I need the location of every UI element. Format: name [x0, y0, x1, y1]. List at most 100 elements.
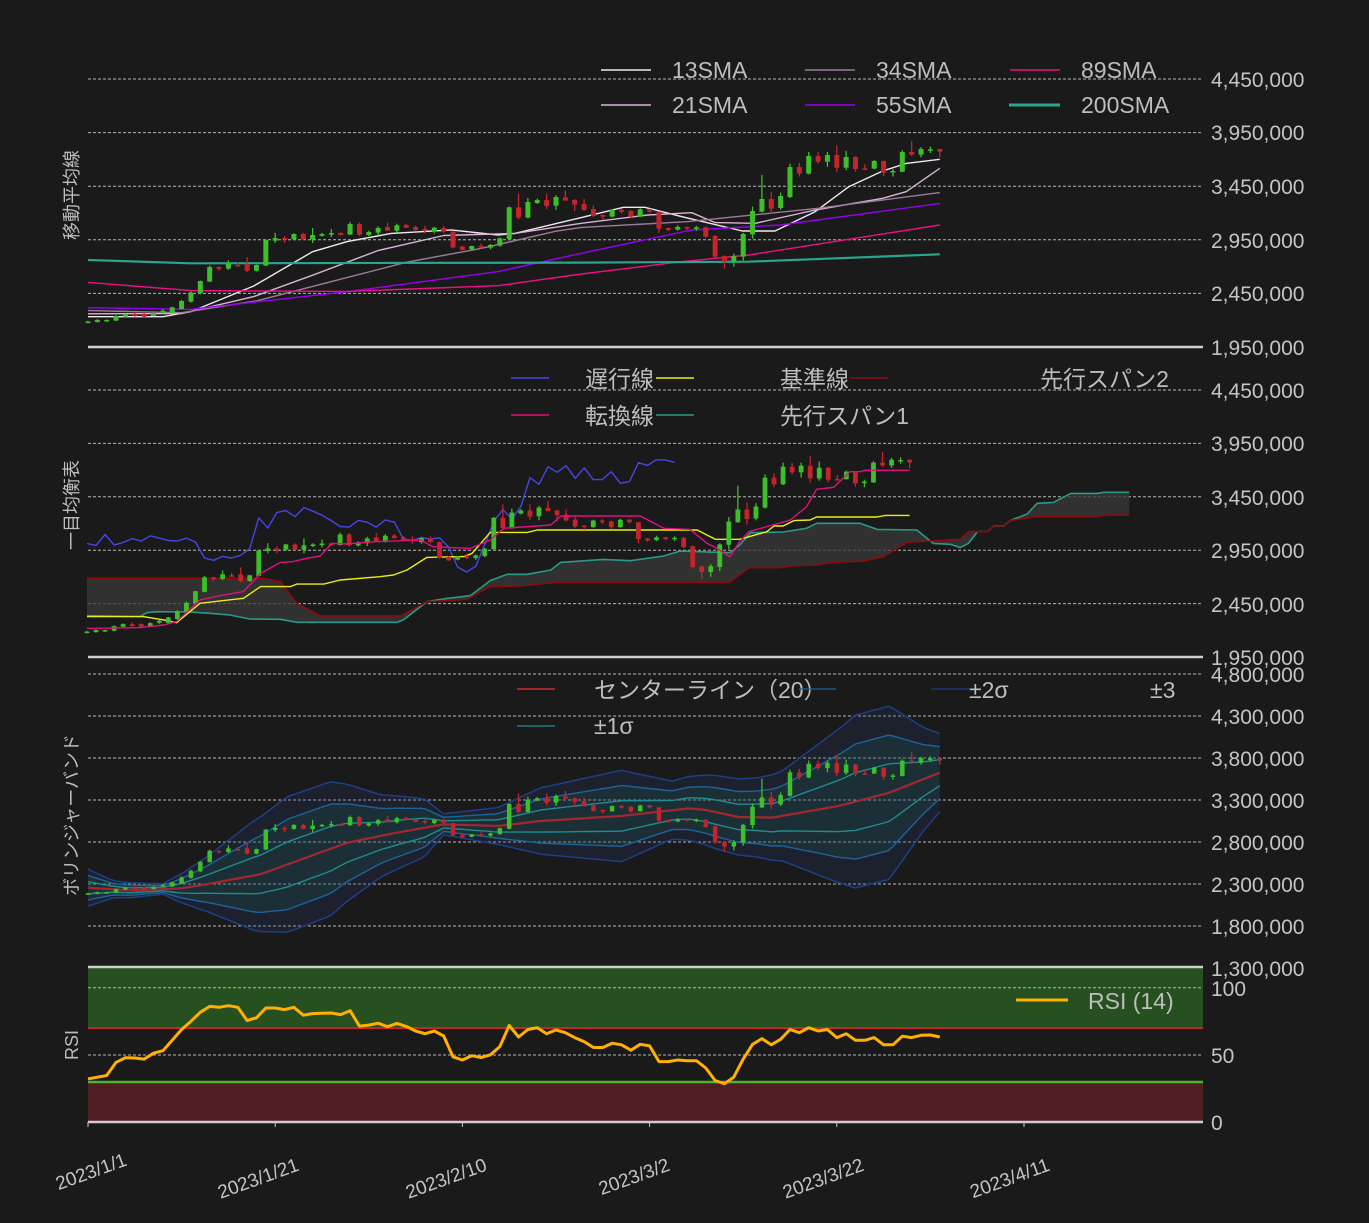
sma-line-89sma — [87, 224, 940, 293]
bollinger-candle-body — [179, 877, 184, 884]
bollinger-candle-body — [918, 758, 924, 763]
y-tick-label: 2,300,000 — [1211, 874, 1304, 897]
sma-candle-body — [216, 267, 222, 269]
ichimoku-candle-body — [536, 507, 542, 517]
bollinger-panel-title: ボリンジャーバンド — [62, 734, 82, 896]
bollinger-candle-body — [291, 824, 297, 829]
ichimoku-candle-body — [627, 519, 632, 523]
ichimoku-candle-body — [690, 546, 696, 567]
ichimoku-candle-body — [862, 481, 867, 484]
sma-legend: 13SMA 21SMA 34SMA 55SMA 89SMA 200SMA — [601, 57, 1170, 118]
sma-candle-body — [375, 228, 381, 233]
bollinger-candle-body — [881, 767, 886, 777]
ichimoku-candle-body — [825, 467, 831, 480]
sma-candle-body — [113, 316, 119, 321]
ichimoku-candle-body — [807, 465, 813, 479]
bollinger-candle-body — [928, 758, 933, 761]
bollinger-candle-body — [422, 820, 428, 823]
bollinger-candle-body — [581, 801, 587, 807]
sma-candle-body — [553, 197, 559, 206]
ichimoku-candle-body — [292, 544, 298, 550]
ichimoku-candle-body — [762, 477, 768, 508]
y-tick-label: 3,800,000 — [1211, 748, 1304, 771]
kijun-line — [87, 514, 910, 624]
bollinger-candle-body — [160, 884, 166, 887]
sma-y-axis: 4,450,000 3,950,000 3,450,000 2,950,000 … — [1211, 69, 1304, 360]
bollinger-legend: センターライン（20） ±1σ ±2σ ±3 — [517, 677, 1175, 739]
bollinger-candle-body — [394, 818, 400, 823]
bollinger-candle-body — [853, 764, 858, 774]
ichimoku-candle-body — [617, 519, 623, 528]
sma-candle-body — [394, 225, 400, 231]
sma-candle-body — [366, 231, 372, 235]
ichimoku-candle-body — [220, 574, 225, 579]
ichimoku-candle-body — [871, 462, 876, 483]
ichimoku-candle-body — [672, 537, 677, 540]
sma-candle-body — [338, 233, 344, 235]
ichimoku-candle-body — [464, 556, 470, 558]
ichimoku-candle-body — [238, 574, 244, 581]
bollinger-candle-body — [666, 820, 671, 822]
sma-candle-body — [647, 209, 653, 212]
bollinger-candle-body — [684, 819, 690, 821]
y-tick-label: 0 — [1211, 1112, 1223, 1135]
legend-label: 55SMA — [876, 92, 952, 118]
bollinger-candle-body — [731, 842, 737, 847]
y-tick-label: 2,950,000 — [1211, 230, 1304, 253]
legend-label: 先行スパン1 — [780, 403, 909, 429]
ichimoku-candle-body — [391, 535, 397, 539]
y-tick-label: 4,800,000 — [1211, 664, 1304, 687]
ichimoku-candle-body — [247, 575, 253, 581]
bollinger-candle-body — [95, 892, 100, 894]
tenkan-line — [86, 469, 910, 630]
ichimoku-candle-body — [319, 543, 325, 546]
ichimoku-candle-body — [880, 462, 885, 466]
sma-candle-body — [609, 209, 615, 217]
ichimoku-candle-body — [364, 538, 370, 544]
bollinger-candle-body — [759, 797, 765, 808]
bollinger-lower-2sigma — [87, 798, 941, 914]
y-tick-label: 2,800,000 — [1211, 832, 1304, 855]
sma-candle-body — [356, 224, 362, 235]
ichimoku-candle-body — [102, 630, 108, 632]
legend-label: 21SMA — [672, 92, 748, 118]
bollinger-candle-body — [525, 799, 531, 813]
bollinger-candle-body — [385, 819, 390, 823]
sma-candle-body — [806, 155, 812, 174]
sma-candle-body — [85, 321, 91, 323]
ichimoku-candle-body — [889, 459, 894, 466]
sma-candle-body — [497, 238, 503, 246]
bollinger-candle-body — [871, 767, 877, 774]
bollinger-candle-body — [843, 764, 849, 773]
bollinger-upper-3sigma — [87, 705, 941, 885]
bollinger-candle-body — [85, 893, 91, 895]
bollinger-candle-body — [113, 889, 119, 893]
bollinger-candle-body — [104, 892, 109, 894]
sma-candle-body — [160, 310, 166, 313]
sma-candle-body — [890, 170, 896, 173]
bollinger-candle-body — [628, 806, 634, 812]
sma-candle-body — [441, 228, 447, 232]
bollinger-candle-body — [497, 828, 503, 835]
bollinger-candle-body — [778, 795, 783, 805]
ichimoku-candle-body — [455, 556, 461, 560]
bollinger-candle-body — [413, 819, 418, 822]
bollinger-candle-body — [301, 824, 306, 829]
ichimoku-candle-body — [572, 519, 578, 527]
ichimoku-candle-body — [735, 509, 741, 523]
bollinger-candle-body — [806, 763, 811, 778]
bollinger-candle-body — [132, 887, 138, 890]
bollinger-lower-1sigma — [87, 785, 941, 895]
sma-candle-body — [899, 152, 905, 172]
y-tick-label: 3,300,000 — [1211, 790, 1304, 813]
sma-candle-body — [834, 155, 840, 168]
bollinger-candle-body — [151, 886, 156, 890]
bollinger-candle-body — [244, 848, 250, 854]
ichimoku-candle-body — [93, 630, 99, 633]
ichimoku-candle-body — [346, 534, 352, 546]
sma-candle-body — [544, 200, 550, 207]
bollinger-candle-body — [141, 887, 147, 890]
sma-panel-title: 移動平均線 — [62, 150, 82, 240]
bollinger-candle-body — [469, 834, 475, 837]
